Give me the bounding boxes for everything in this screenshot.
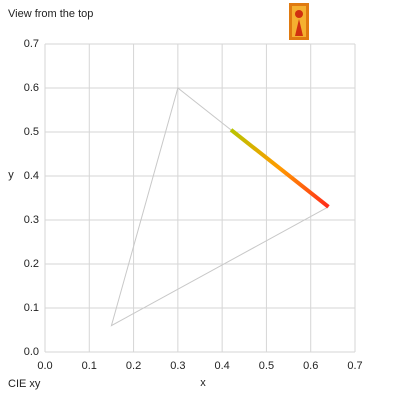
- y-tick-label: 0.3: [24, 214, 39, 226]
- grid: [44, 43, 356, 353]
- x-tick-label: 0.3: [170, 360, 185, 372]
- thumbnail-icon: [289, 3, 309, 40]
- y-tick-label: 0.5: [24, 126, 39, 138]
- x-tick-label: 0.4: [214, 360, 229, 372]
- series-line: [110, 87, 329, 327]
- icon-body: [295, 19, 303, 36]
- x-tick-label: 0.0: [37, 360, 52, 372]
- x-tick-label: 0.1: [82, 360, 97, 372]
- x-tick-label: 0.5: [259, 360, 274, 372]
- y-tick-label: 0.7: [24, 38, 39, 50]
- chart-caption: CIE xy: [8, 378, 41, 390]
- chart-title: View from the top: [8, 8, 93, 20]
- y-tick-label: 0.4: [24, 170, 39, 182]
- y-tick-label: 0.0: [24, 346, 39, 358]
- y-tick-label: 0.1: [24, 302, 39, 314]
- x-tick-label: 0.2: [126, 360, 141, 372]
- y-tick-label: 0.2: [24, 258, 39, 270]
- x-tick-label: 0.7: [347, 360, 362, 372]
- x-tick-label: 0.6: [303, 360, 318, 372]
- y-axis-label: y: [8, 169, 14, 181]
- series-line: [229, 128, 330, 209]
- x-axis-label: x: [200, 377, 206, 389]
- y-tick-label: 0.6: [24, 82, 39, 94]
- icon-head: [295, 10, 303, 18]
